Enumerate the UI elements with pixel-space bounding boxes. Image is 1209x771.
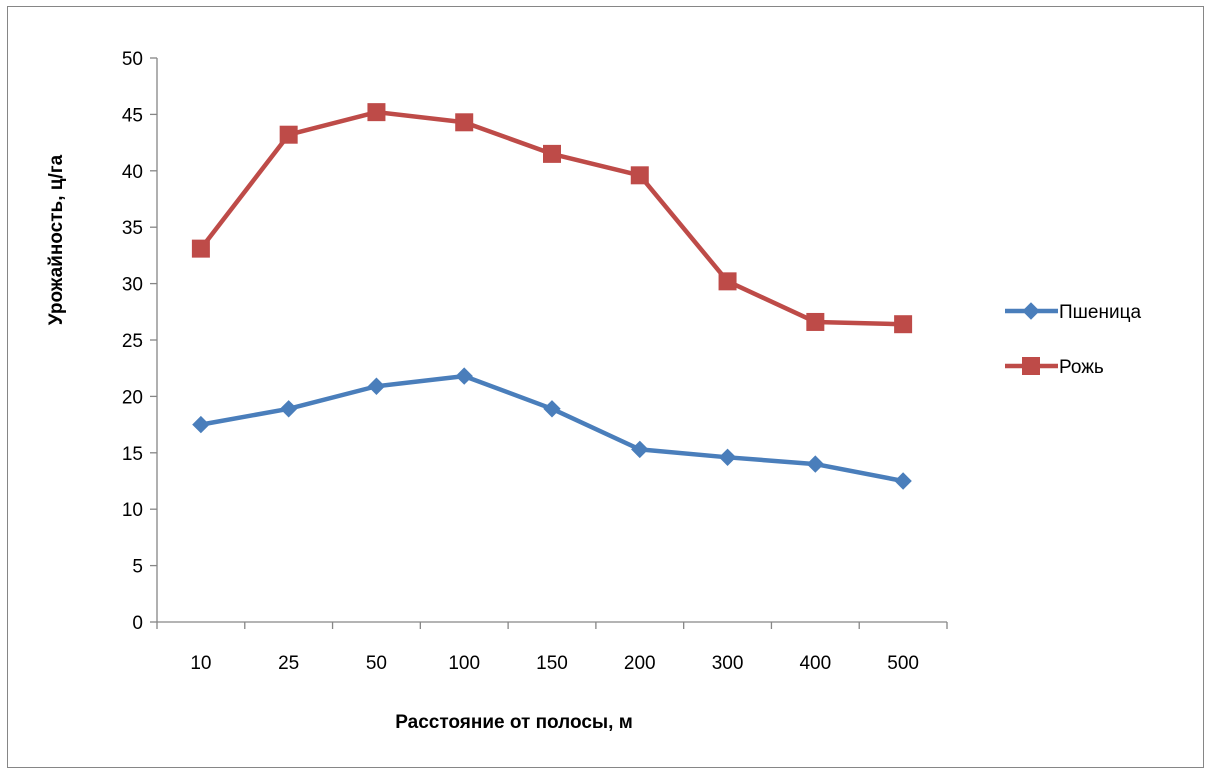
series-2-point-marker — [718, 272, 737, 291]
series-1-point-marker — [279, 400, 298, 418]
x-tick-label: 25 — [278, 653, 299, 674]
x-tick-label: 10 — [190, 653, 211, 674]
x-tick-label: 100 — [448, 653, 480, 674]
series-2-point-marker — [279, 125, 298, 144]
legend: Пшеница Рожь — [1005, 302, 1141, 378]
series-1-point-marker — [192, 415, 210, 434]
axes: 0 5 10 15 20 25 30 35 40 45 50 10 25 50 100 150 200 300 40… — [122, 49, 948, 674]
series-layer — [191, 103, 913, 490]
x-tick-label: 150 — [536, 653, 568, 674]
series-1-point-marker — [806, 455, 825, 473]
legend-swatch-marker — [1022, 302, 1040, 320]
x-tick-label: 50 — [366, 653, 387, 674]
series-2-line — [198, 109, 906, 327]
chart-frame — [7, 6, 1204, 768]
x-tick-label: 500 — [887, 653, 919, 674]
series-1 — [192, 367, 912, 490]
legend-label: Рожь — [1059, 357, 1104, 378]
y-tick-label: 30 — [122, 275, 143, 296]
y-axis-title: Урожайность, ц/га — [46, 154, 67, 325]
y-tick-label: 10 — [122, 500, 143, 521]
series-2-point-marker — [367, 103, 386, 122]
x-tick-label: 200 — [624, 653, 656, 674]
x-tick-label: 400 — [799, 653, 831, 674]
x-tick-label: 300 — [712, 653, 744, 674]
y-tick-label: 50 — [122, 49, 143, 70]
y-tick-label: 20 — [122, 387, 143, 408]
legend-label: Пшеница — [1059, 302, 1141, 323]
series-2-point-marker — [455, 113, 474, 132]
legend-swatch-marker — [1022, 357, 1040, 375]
y-tick-label: 15 — [122, 444, 143, 465]
x-axis-title: Расстояние от полосы, м — [395, 712, 633, 733]
series-2 — [191, 103, 913, 334]
y-tick-label: 35 — [122, 218, 143, 239]
y-tick-label: 5 — [132, 557, 143, 578]
series-2-point-marker — [543, 144, 561, 163]
series-2-point-marker — [191, 239, 210, 258]
series-1-point-marker — [543, 400, 561, 418]
series-2-point-marker — [806, 312, 825, 331]
series-1-point-marker — [718, 448, 737, 467]
y-tick-label: 40 — [122, 162, 143, 183]
y-tick-label: 25 — [122, 331, 143, 352]
series-1-point-marker — [455, 367, 473, 385]
series-1-point-marker — [894, 472, 912, 490]
series-1-point-marker — [367, 377, 386, 395]
series-2-point-marker — [630, 166, 649, 185]
series-1-point-marker — [631, 440, 649, 459]
y-tick-label: 0 — [132, 613, 143, 634]
series-2-point-marker — [894, 315, 913, 334]
series-1-line — [198, 373, 906, 484]
y-tick-label: 45 — [122, 105, 143, 126]
